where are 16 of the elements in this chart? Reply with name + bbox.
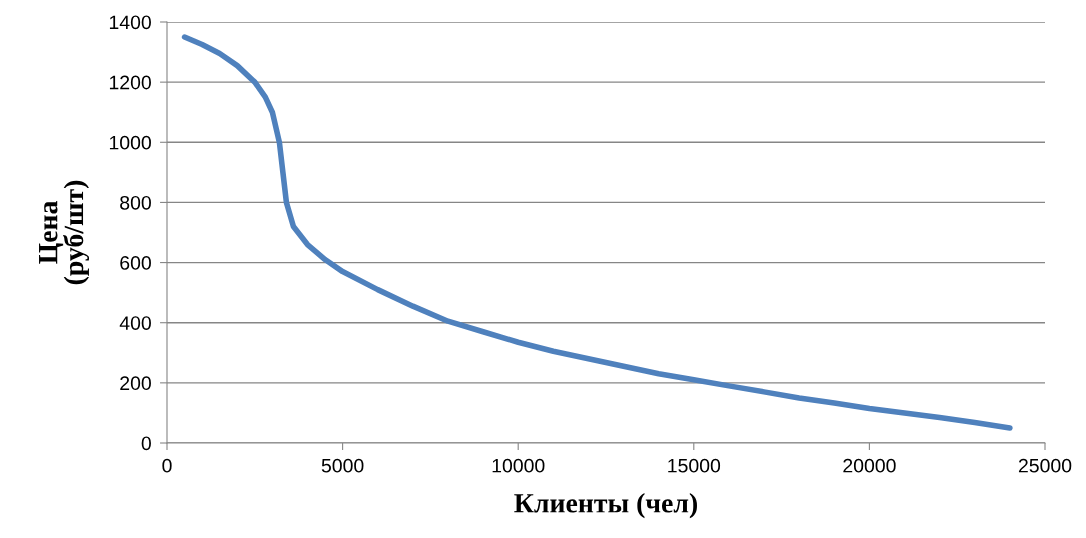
- x-tick-label: 20000: [843, 458, 896, 473]
- y-tick-label: 800: [120, 195, 151, 210]
- x-tick-label: 25000: [1018, 458, 1072, 473]
- y-tick-label: 400: [119, 316, 151, 330]
- x-tick-label: 10000: [492, 458, 545, 473]
- x-tick-label: 5000: [321, 458, 364, 473]
- y-axis-title: Цена (руб/шт): [39, 180, 90, 285]
- x-axis-title: Клиенты (чел): [514, 493, 697, 519]
- y-tick-label: 1400: [109, 15, 151, 30]
- y-tick-label: 1200: [109, 75, 151, 90]
- y-tick-label: 600: [120, 256, 151, 270]
- y-tick-label: 0: [141, 436, 151, 451]
- x-tick-label: 15000: [668, 458, 721, 473]
- x-tick-label: 0: [162, 458, 172, 473]
- y-tick-label: 200: [120, 376, 151, 391]
- y-tick-label: 1000: [109, 135, 151, 150]
